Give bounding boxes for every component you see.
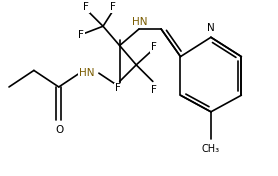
Text: HN: HN bbox=[79, 68, 95, 78]
Text: O: O bbox=[55, 125, 63, 135]
Text: F: F bbox=[78, 30, 84, 40]
Text: HN: HN bbox=[132, 17, 148, 27]
Text: F: F bbox=[151, 42, 157, 52]
Text: F: F bbox=[110, 2, 116, 12]
Text: F: F bbox=[151, 85, 157, 95]
Text: CH₃: CH₃ bbox=[202, 144, 220, 154]
Text: F: F bbox=[115, 83, 121, 93]
Text: F: F bbox=[83, 2, 89, 12]
Text: N: N bbox=[207, 23, 215, 33]
